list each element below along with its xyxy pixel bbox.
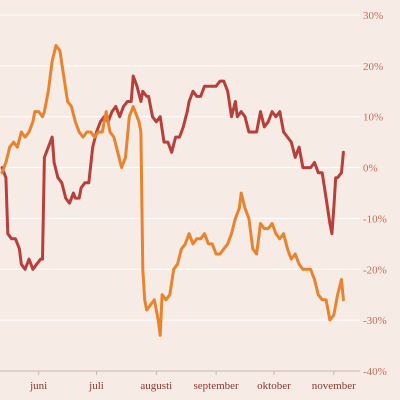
x-tick-label: november [312,380,356,392]
series-lines [0,44,345,337]
series-line-1 [0,74,345,271]
y-tick-label: 30% [363,10,383,22]
y-axis-labels: 30% 20% 10% 0% -10% -20% -30% -40% [363,10,387,378]
y-tick-label: -10% [363,213,387,225]
x-tick-label: juni [29,380,47,392]
gridlines [0,14,360,372]
y-tick-label: -30% [363,315,387,327]
x-axis-labels: juni juli augusti september oktober november [29,371,356,392]
x-tick-label: oktober [257,380,291,392]
x-tick-label: september [194,380,240,392]
y-tick-label: -20% [363,264,387,276]
y-tick-label: 20% [363,61,383,73]
x-tick-label: augusti [140,380,172,392]
y-tick-label: -40% [363,366,387,378]
x-tick-label: juli [88,380,104,392]
y-tick-label: 0% [363,163,378,175]
series-line-2 [0,44,345,337]
y-tick-label: 10% [363,112,383,124]
